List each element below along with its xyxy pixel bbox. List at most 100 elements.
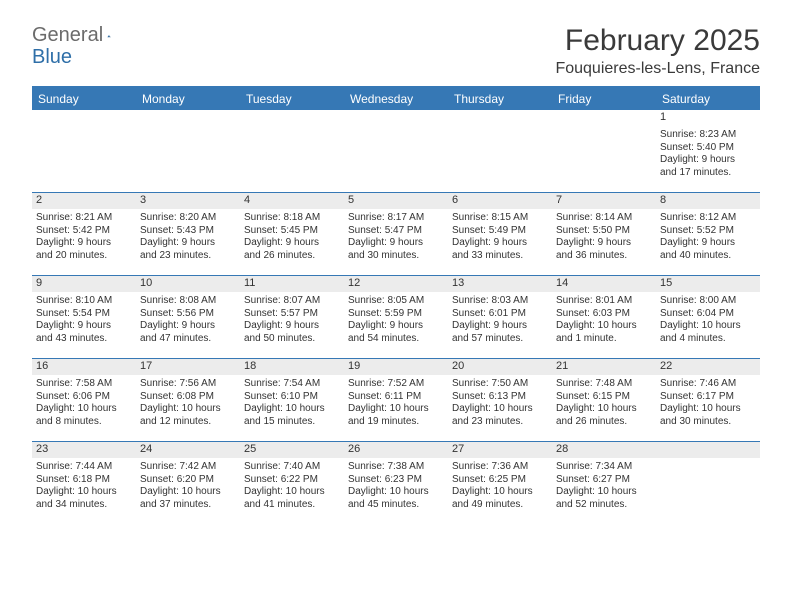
day-cell: 20Sunrise: 7:50 AMSunset: 6:13 PMDayligh… [448,359,552,441]
daylight-line1: Daylight: 10 hours [348,403,444,416]
sunrise: Sunrise: 7:38 AM [348,461,444,474]
sunrise: Sunrise: 8:21 AM [36,212,132,225]
sunrise: Sunrise: 7:40 AM [244,461,340,474]
day-cell: 7Sunrise: 8:14 AMSunset: 5:50 PMDaylight… [552,193,656,275]
day-number: 10 [136,276,240,292]
sunset: Sunset: 5:47 PM [348,225,444,238]
day-number: 9 [32,276,136,292]
day-cell: 22Sunrise: 7:46 AMSunset: 6:17 PMDayligh… [656,359,760,441]
day-cell: 2Sunrise: 8:21 AMSunset: 5:42 PMDaylight… [32,193,136,275]
daylight-line2: and 30 minutes. [348,250,444,263]
daylight-line2: and 33 minutes. [452,250,548,263]
day-number: 19 [344,359,448,375]
sunset: Sunset: 6:04 PM [660,308,756,321]
day-number [344,110,448,126]
day-cell [656,442,760,524]
sunset: Sunset: 6:11 PM [348,391,444,404]
day-number: 14 [552,276,656,292]
daylight-line2: and 19 minutes. [348,416,444,429]
day-cell: 6Sunrise: 8:15 AMSunset: 5:49 PMDaylight… [448,193,552,275]
sunrise: Sunrise: 7:42 AM [140,461,236,474]
daylight-line1: Daylight: 9 hours [556,237,652,250]
day-cell [240,110,344,192]
daylight-line1: Daylight: 9 hours [140,320,236,333]
daylight-line1: Daylight: 10 hours [556,403,652,416]
sunrise: Sunrise: 8:23 AM [660,129,756,142]
sunset: Sunset: 6:27 PM [556,474,652,487]
sunrise: Sunrise: 7:34 AM [556,461,652,474]
sunset: Sunset: 6:10 PM [244,391,340,404]
sunrise: Sunrise: 8:00 AM [660,295,756,308]
day-cell: 28Sunrise: 7:34 AMSunset: 6:27 PMDayligh… [552,442,656,524]
day-number: 21 [552,359,656,375]
daylight-line2: and 4 minutes. [660,333,756,346]
month-title: February 2025 [555,24,760,58]
sunrise: Sunrise: 7:54 AM [244,378,340,391]
sunrise: Sunrise: 8:08 AM [140,295,236,308]
daylight-line1: Daylight: 10 hours [556,486,652,499]
day-cell: 3Sunrise: 8:20 AMSunset: 5:43 PMDaylight… [136,193,240,275]
day-cell: 15Sunrise: 8:00 AMSunset: 6:04 PMDayligh… [656,276,760,358]
day-cell: 26Sunrise: 7:38 AMSunset: 6:23 PMDayligh… [344,442,448,524]
sunset: Sunset: 5:54 PM [36,308,132,321]
day-cell: 11Sunrise: 8:07 AMSunset: 5:57 PMDayligh… [240,276,344,358]
daylight-line2: and 49 minutes. [452,499,548,512]
daylight-line1: Daylight: 10 hours [556,320,652,333]
daylight-line1: Daylight: 10 hours [36,403,132,416]
day-cell: 13Sunrise: 8:03 AMSunset: 6:01 PMDayligh… [448,276,552,358]
sunset: Sunset: 5:50 PM [556,225,652,238]
weekday-fri: Friday [552,88,656,110]
daylight-line2: and 1 minute. [556,333,652,346]
daylight-line1: Daylight: 10 hours [140,403,236,416]
daylight-line2: and 23 minutes. [452,416,548,429]
sunrise: Sunrise: 8:14 AM [556,212,652,225]
sunset: Sunset: 6:08 PM [140,391,236,404]
day-number: 4 [240,193,344,209]
sunset: Sunset: 6:17 PM [660,391,756,404]
day-number [552,110,656,126]
day-number: 25 [240,442,344,458]
daylight-line1: Daylight: 10 hours [140,486,236,499]
day-cell: 9Sunrise: 8:10 AMSunset: 5:54 PMDaylight… [32,276,136,358]
day-cell [344,110,448,192]
day-cell: 10 Sunrise: 8:08 AMSunset: 5:56 PMDayligh… [136,276,240,358]
day-cell: 19Sunrise: 7:52 AMSunset: 6:11 PMDayligh… [344,359,448,441]
daylight-line2: and 40 minutes. [660,250,756,263]
daylight-line2: and 50 minutes. [244,333,340,346]
sunset: Sunset: 5:43 PM [140,225,236,238]
day-number: 20 [448,359,552,375]
daylight-line1: Daylight: 9 hours [348,320,444,333]
sunset: Sunset: 6:20 PM [140,474,236,487]
day-cell [448,110,552,192]
daylight-line1: Daylight: 9 hours [452,320,548,333]
sunset: Sunset: 5:49 PM [452,225,548,238]
sunrise: Sunrise: 7:48 AM [556,378,652,391]
day-number [448,110,552,126]
daylight-line2: and 15 minutes. [244,416,340,429]
sunset: Sunset: 5:59 PM [348,308,444,321]
day-cell: 27Sunrise: 7:36 AMSunset: 6:25 PMDayligh… [448,442,552,524]
day-number [136,110,240,126]
week-row: 23Sunrise: 7:44 AMSunset: 6:18 PMDayligh… [32,441,760,524]
week-row: 1Sunrise: 8:23 AMSunset: 5:40 PMDaylight… [32,110,760,192]
daylight-line1: Daylight: 9 hours [36,320,132,333]
daylight-line1: Daylight: 10 hours [660,403,756,416]
sunset: Sunset: 5:56 PM [140,308,236,321]
day-cell [552,110,656,192]
day-cell: 18Sunrise: 7:54 AMSunset: 6:10 PMDayligh… [240,359,344,441]
day-number [240,110,344,126]
sunset: Sunset: 6:23 PM [348,474,444,487]
day-cell: 21Sunrise: 7:48 AMSunset: 6:15 PMDayligh… [552,359,656,441]
daylight-line2: and 34 minutes. [36,499,132,512]
day-cell: 5Sunrise: 8:17 AMSunset: 5:47 PMDaylight… [344,193,448,275]
sunrise: Sunrise: 8:15 AM [452,212,548,225]
weekday-header-row: Sunday Monday Tuesday Wednesday Thursday… [32,88,760,110]
sunrise: Sunrise: 8:17 AM [348,212,444,225]
sunset: Sunset: 6:03 PM [556,308,652,321]
daylight-line2: and 57 minutes. [452,333,548,346]
daylight-line2: and 26 minutes. [556,416,652,429]
sunrise: Sunrise: 8:18 AM [244,212,340,225]
daylight-line2: and 12 minutes. [140,416,236,429]
day-cell: 12Sunrise: 8:05 AMSunset: 5:59 PMDayligh… [344,276,448,358]
daylight-line2: and 26 minutes. [244,250,340,263]
